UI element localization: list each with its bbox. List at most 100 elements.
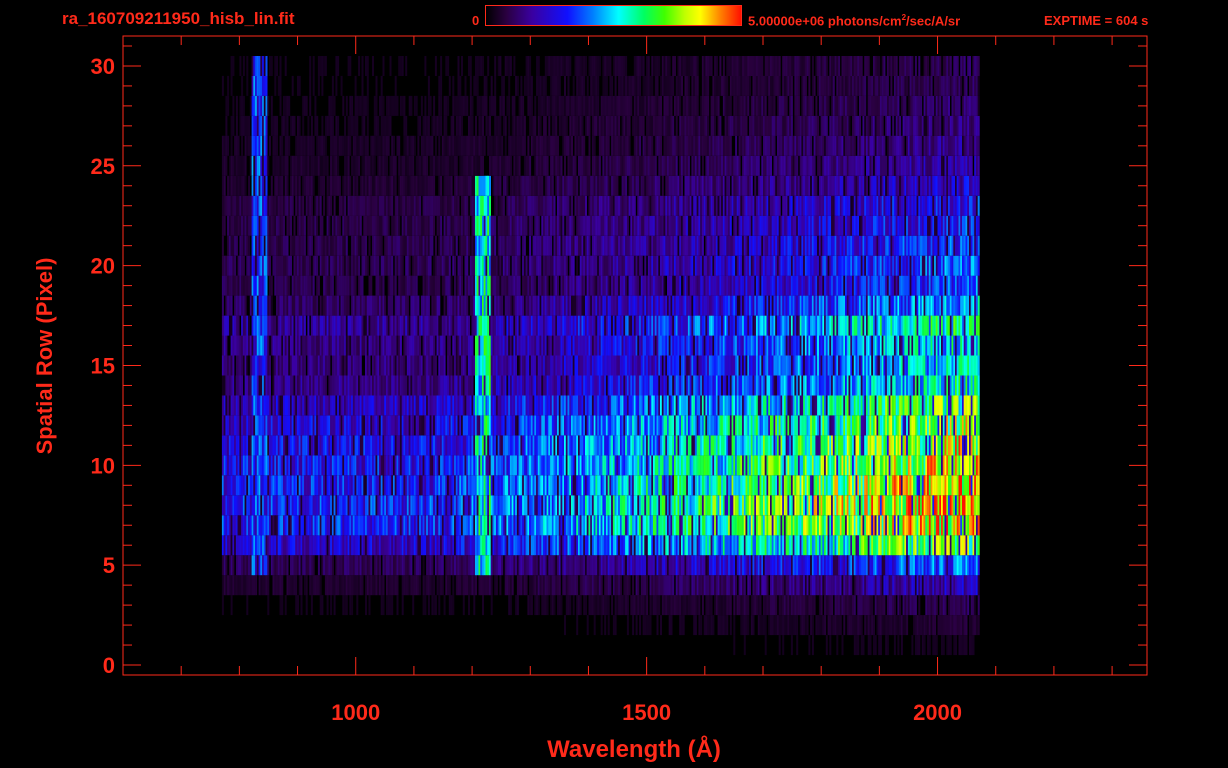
heatmap-cell (422, 555, 425, 576)
heatmap-cell (806, 435, 809, 456)
heatmap-cell (806, 615, 809, 636)
heatmap-cell (604, 555, 607, 576)
heatmap-cell (495, 535, 498, 556)
heatmap-cell (719, 395, 722, 416)
heatmap-cell (321, 415, 324, 436)
heatmap-cell (642, 575, 645, 596)
heatmap-cell (415, 375, 418, 396)
heatmap-cell (759, 455, 762, 476)
heatmap-cell (295, 455, 298, 476)
heatmap-cell (829, 495, 832, 516)
heatmap-cell (972, 595, 975, 616)
heatmap-cell (701, 575, 704, 596)
heatmap-cell (667, 455, 669, 476)
heatmap-cell (399, 455, 402, 476)
heatmap-cell (914, 415, 917, 436)
heatmap-cell (649, 615, 652, 636)
heatmap-cell (846, 395, 849, 416)
heatmap-cell (766, 395, 769, 416)
heatmap-cell (468, 435, 470, 456)
heatmap-cell (598, 415, 601, 436)
heatmap-cell (221, 535, 224, 556)
heatmap-cell (890, 415, 893, 436)
heatmap-cell (757, 615, 760, 636)
heatmap-cell (290, 475, 292, 496)
heatmap-cell (883, 555, 886, 576)
heatmap-cell (969, 475, 971, 496)
heatmap-cell (398, 535, 401, 556)
heatmap-cell (958, 535, 961, 556)
heatmap-cell (904, 415, 907, 436)
heatmap-cell (832, 495, 835, 516)
heatmap-cell (614, 555, 617, 576)
heatmap-cell (820, 615, 823, 636)
heatmap-cell (270, 455, 273, 476)
heatmap-cell (953, 475, 956, 496)
heatmap-cell (297, 375, 299, 396)
heatmap-cell (380, 415, 383, 436)
heatmap-cell (269, 415, 271, 436)
heatmap-cell (962, 575, 964, 596)
heatmap-cell (797, 475, 800, 496)
heatmap-cell (485, 515, 488, 536)
heatmap-cell (782, 555, 785, 576)
heatmap-cell (520, 515, 523, 536)
heatmap-cell (969, 635, 971, 656)
heatmap-cell (270, 535, 273, 556)
heatmap-cell (783, 535, 786, 556)
heatmap-cell (366, 535, 369, 556)
heatmap-cell (431, 515, 434, 536)
heatmap-cell (342, 375, 345, 396)
heatmap-cell (365, 575, 367, 596)
heatmap-cell (356, 475, 359, 496)
heatmap-cell (604, 535, 607, 556)
heatmap-cell (431, 415, 434, 436)
heatmap-cell (707, 615, 710, 636)
heatmap-cell (974, 475, 977, 496)
heatmap-cell (284, 375, 287, 396)
heatmap-cell (450, 455, 453, 476)
heatmap-cell (848, 535, 851, 556)
heatmap-cell (707, 575, 710, 596)
heatmap-cell (977, 595, 980, 616)
heatmap-cell (225, 435, 228, 456)
heatmap-cell (698, 395, 701, 416)
heatmap-cell (740, 455, 743, 476)
heatmap-cell (724, 535, 727, 556)
heatmap-cell (839, 455, 842, 476)
heatmap-cell (962, 595, 964, 616)
heatmap-cell (975, 495, 978, 516)
heatmap-cell (714, 415, 717, 436)
heatmap-cell (703, 535, 706, 556)
heatmap-cell (665, 575, 668, 596)
heatmap-cell (804, 515, 807, 536)
heatmap-cell (393, 495, 395, 516)
heatmap-cell (902, 475, 905, 496)
heatmap-cell (600, 615, 603, 636)
heatmap-cell (975, 515, 978, 536)
heatmap-cell (239, 495, 242, 516)
heatmap-cell (415, 475, 418, 496)
heatmap-cell (365, 535, 367, 556)
heatmap-cell (349, 375, 352, 396)
heatmap-cell (328, 575, 331, 596)
heatmap-cell (403, 535, 406, 556)
heatmap-cell (911, 455, 914, 476)
heatmap-cell (508, 555, 511, 576)
heatmap-cell (310, 415, 313, 436)
heatmap-cell (953, 635, 956, 656)
heatmap-cell (380, 495, 383, 516)
heatmap-cell (778, 435, 781, 456)
heatmap-cell (761, 395, 764, 416)
heatmap-cell (956, 475, 959, 496)
heatmap-cell (548, 435, 551, 456)
heatmap-cell (342, 395, 345, 416)
heatmap-cell (459, 575, 462, 596)
heatmap-cell (290, 555, 292, 576)
heatmap-cell (773, 595, 776, 616)
heatmap-cell (525, 395, 528, 416)
heatmap-cell (761, 455, 764, 476)
heatmap-cell (256, 435, 259, 456)
heatmap-cell (471, 575, 474, 596)
heatmap-cell (291, 475, 294, 496)
